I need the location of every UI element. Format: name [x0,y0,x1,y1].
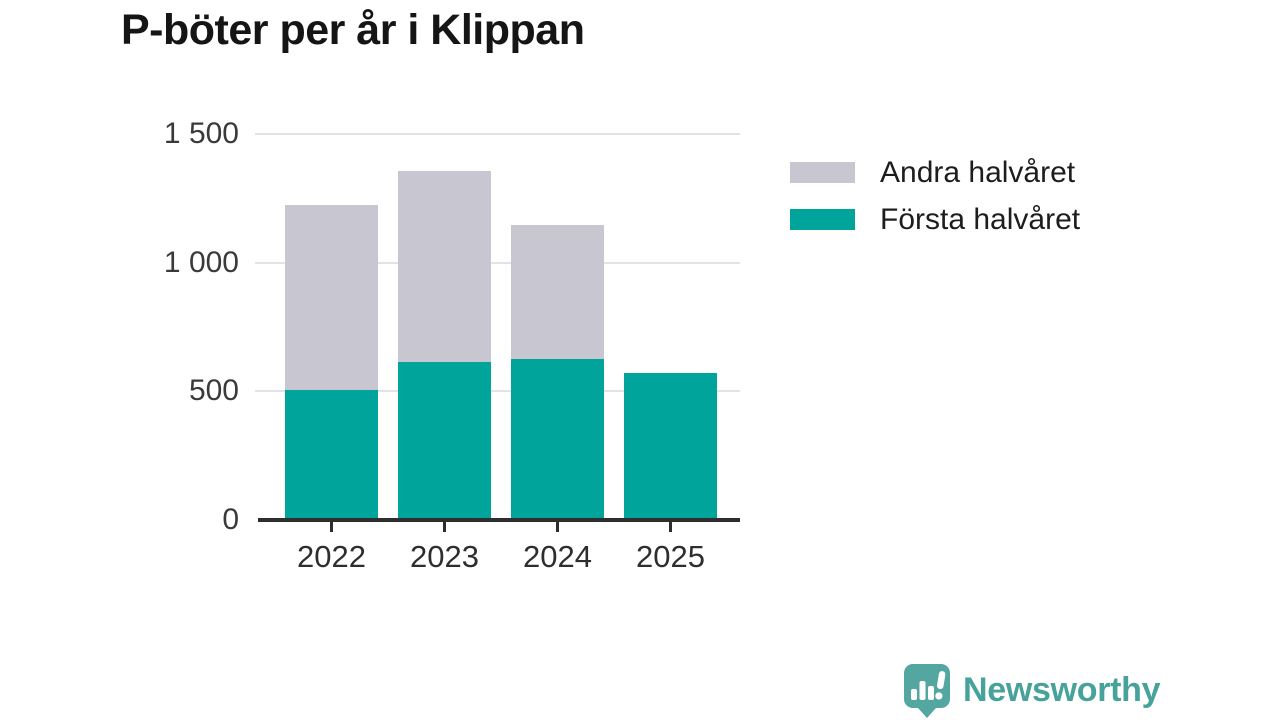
bar-2022-first-half [285,390,378,520]
legend-label: Första halvåret [880,202,1081,236]
x-axis-tick-label: 2023 [410,539,479,574]
legend-swatch [790,209,855,230]
x-axis-tick [330,522,333,532]
bar-2023-second-half [398,171,491,362]
x-axis-tick-label: 2024 [523,539,592,574]
x-axis-tick [443,522,446,532]
bar-2025-first-half [624,373,717,520]
legend-item: Andra halvåret [790,149,1080,196]
y-axis-tick-label: 0 [222,503,239,536]
brand-name: Newsworthy [963,670,1161,709]
legend-swatch [790,162,855,183]
bar-2022-second-half [285,204,378,391]
x-axis-line [258,518,740,522]
y-axis-tick-label: 1 000 [163,245,239,279]
bar-2024-second-half [511,225,604,360]
y-axis-tick-label: 500 [188,374,239,408]
bar-2024-first-half [511,359,604,520]
gridline-1500 [255,133,740,135]
gridline-1000 [255,261,740,264]
bar-2023-first-half [398,361,491,520]
chart-title: P-böter per år i Klippan [121,6,585,54]
legend-label: Andra halvåret [880,155,1076,189]
brand-footer: Newsworthy [901,661,1161,719]
x-axis-tick [556,522,559,532]
gridline-500 [255,390,740,393]
legend-item: Första halvåret [790,196,1080,243]
x-axis-tick-label: 2025 [636,539,705,574]
y-axis-tick-label: 1 500 [163,117,239,150]
x-axis-tick [669,522,672,532]
x-axis-tick-label: 2022 [297,539,366,574]
legend: Andra halvåret Första halvåret [790,149,1080,243]
newsworthy-logo-icon [904,664,950,718]
